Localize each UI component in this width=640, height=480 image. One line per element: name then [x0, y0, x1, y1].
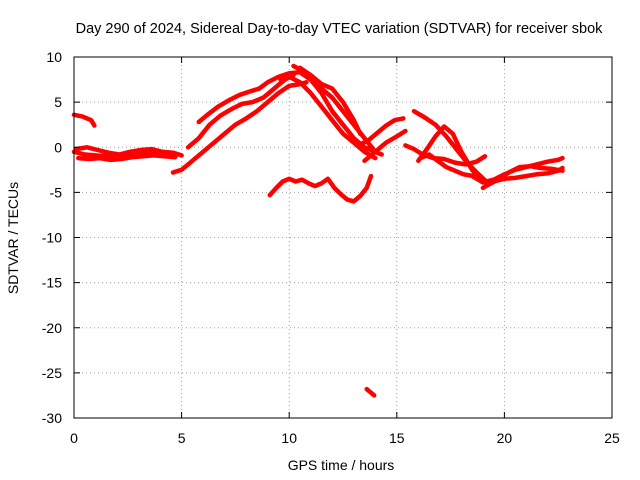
series-arc-g — [196, 86, 262, 125]
x-tick-label: 20 — [497, 430, 513, 446]
x-axis-label: GPS time / hours — [288, 457, 395, 473]
series-arc-f — [185, 72, 296, 150]
series-arc-o — [364, 386, 377, 398]
y-tick-label: -20 — [42, 320, 62, 336]
series-arc-r — [416, 124, 486, 184]
y-tick-label: -30 — [42, 410, 62, 426]
tick-labels: 0 5 10 15 20 25 -30 -25 -20 -15 -10 -5 0 5 10 — [42, 49, 620, 446]
series-arc-v — [484, 163, 565, 188]
data-series-group — [71, 63, 565, 398]
y-tick-label: -25 — [42, 365, 62, 381]
series-arc-e — [170, 80, 309, 175]
series-arc-m — [362, 128, 408, 164]
series-arc-d — [76, 153, 178, 163]
y-tick-label: 5 — [54, 94, 62, 110]
y-tick-label: -10 — [42, 230, 62, 246]
x-tick-label: 5 — [178, 430, 186, 446]
y-tick-label: -5 — [50, 184, 63, 200]
x-tick-label: 15 — [389, 430, 405, 446]
series-arc-l — [357, 116, 406, 147]
x-tick-label: 0 — [70, 430, 78, 446]
y-tick-label: 10 — [46, 49, 62, 65]
series-arc-q — [403, 143, 488, 167]
y-tick-label: -15 — [42, 275, 62, 291]
series-arc-i — [278, 74, 378, 161]
series-arc-a — [71, 112, 97, 128]
y-axis-label: SDTVAR / TECUs — [5, 182, 21, 294]
grid — [74, 57, 612, 418]
series-arc-c — [73, 145, 184, 158]
x-tick-label: 10 — [281, 430, 297, 446]
series-arc-n — [267, 173, 374, 204]
y-tick-label: 0 — [54, 139, 62, 155]
chart-title: Day 290 of 2024, Sidereal Day-to-day VTE… — [76, 21, 604, 37]
series-arc-h — [256, 70, 384, 157]
series-arc-k — [297, 65, 363, 136]
series-arc-s — [418, 152, 477, 179]
axes — [73, 56, 613, 419]
x-tick-label: 25 — [604, 430, 620, 446]
